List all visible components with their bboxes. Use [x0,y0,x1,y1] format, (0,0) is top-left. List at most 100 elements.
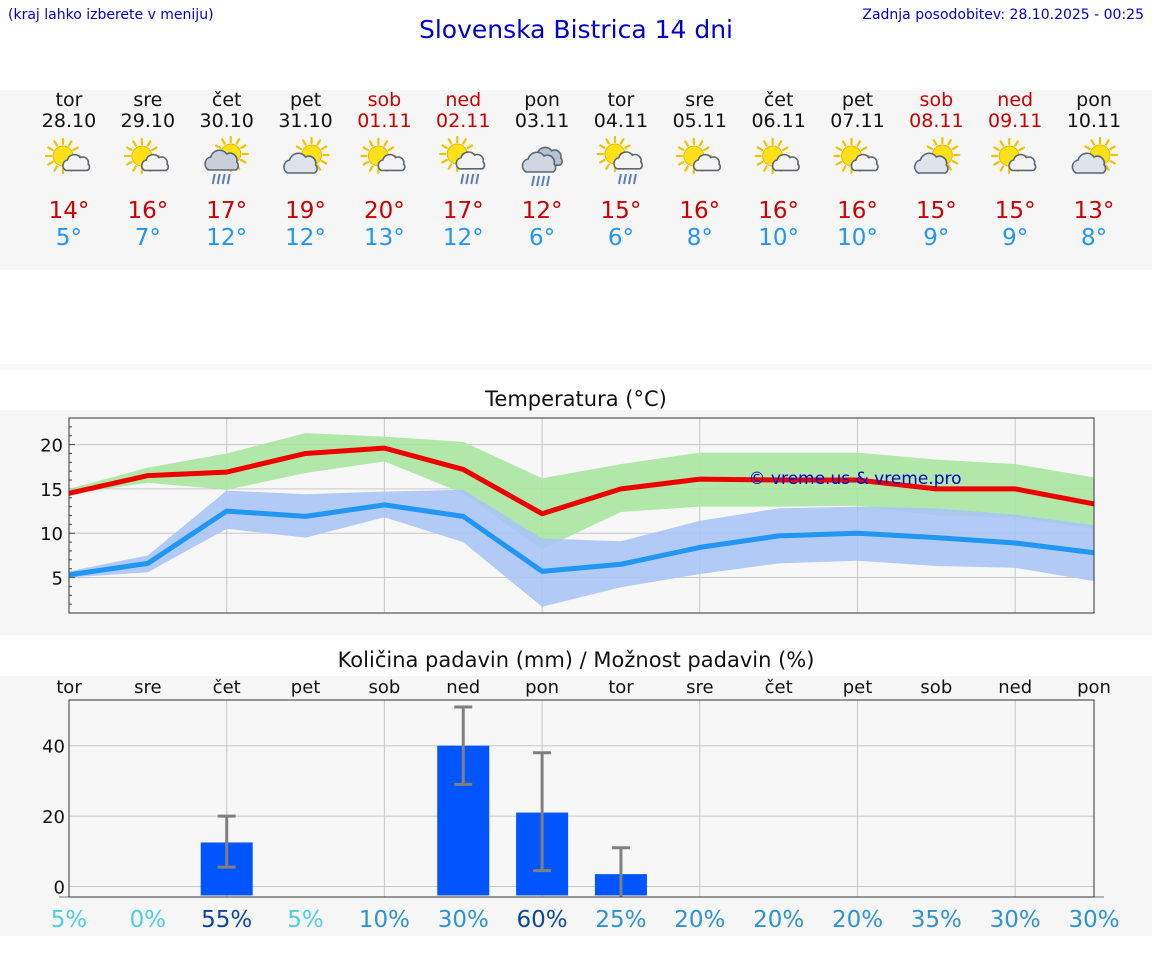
category-label: ned [998,677,1032,698]
day-date: 05.11 [672,110,727,132]
precip-probability: 25% [595,907,646,933]
min-temp: 7° [134,225,161,251]
category-label: sre [134,677,161,698]
day-column: sre 05.11 16° 8° [660,90,740,252]
day-name: sre [133,89,163,111]
temperature-chart-title: Temperatura (°C) [485,387,667,411]
precip-probability: 10% [359,907,410,933]
precip-probability: 5% [51,907,88,933]
day-name: tor [607,89,635,111]
min-temp: 8° [686,225,713,251]
max-temp: 16° [679,198,721,224]
sun-cloud-icon [675,137,722,175]
cloud-sun-icon [914,136,961,174]
max-temp: 13° [1073,198,1115,224]
min-range-band [69,489,1095,607]
day-name: ned [445,89,482,111]
max-temp: 17° [206,198,248,224]
precip-error-bar [454,705,473,786]
cloud-sun-icon [283,136,330,174]
day-date: 10.11 [1066,110,1122,132]
category-label: sob [368,677,400,698]
category-label: sob [920,677,952,698]
sun-cloud-icon [44,137,91,175]
day-date: 31.10 [278,110,333,132]
y-tick-label: 40 [42,737,65,758]
sun-cloud-rain-icon [596,135,643,185]
precip-probability: 20% [832,907,883,933]
day-column: sob 08.11 15° 9° [896,90,976,252]
sun-rain-icon [204,135,249,185]
day-name: sob [367,89,402,111]
max-temp: 16° [127,198,169,224]
day-date: 07.11 [830,110,885,132]
day-date: 30.10 [199,110,254,132]
y-tick-label: 0 [54,877,65,898]
sun-cloud-icon [360,137,406,175]
category-label: tor [608,677,634,698]
min-temp: 9° [1002,225,1029,251]
max-temp: 20° [364,198,405,224]
day-column: sre 29.10 16° 7° [108,90,188,252]
location-hint: (kraj lahko izberete v meniju) [8,7,214,23]
category-label: sre [686,677,713,698]
category-label: pon [525,677,559,698]
day-name: čet [211,89,242,111]
precip-probability: 60% [517,907,568,933]
day-column: pet 07.11 16° 10° [818,90,898,252]
cloud-rain-icon [521,146,563,187]
day-name: čet [763,89,794,111]
max-range-band [69,433,1095,550]
max-temp: 16° [758,198,800,224]
sun-cloud-rain-icon [439,135,486,185]
y-tick-label: 20 [42,807,65,828]
max-temp: 14° [48,198,90,224]
precip-probability: 55% [201,907,252,933]
day-column: čet 06.11 16° 10° [739,90,819,252]
y-tick-label: 15 [40,480,63,501]
max-temp: 15° [600,198,642,224]
section-divider [0,364,1152,370]
day-name: pet [841,89,874,111]
min-temp: 6° [529,225,556,251]
category-label: tor [56,677,82,698]
y-tick-label: 5 [52,569,63,590]
sun-cloud-icon [991,137,1037,175]
day-name: ned [997,89,1034,111]
precip-probability: 35% [911,907,962,933]
day-column: sob 01.11 20° 13° [344,90,424,252]
min-temp: 10° [837,225,878,251]
min-temp: 5° [55,225,83,251]
max-temp: 19° [285,198,326,224]
category-label: pet [291,677,321,698]
plot-frame [68,699,1095,898]
day-date: 08.11 [909,110,964,132]
day-column: pet 31.10 19° 12° [266,90,346,252]
day-name: tor [55,89,83,111]
precip-probability: 5% [287,907,324,933]
daily-forecast-strip [0,90,1152,270]
day-column: tor 04.11 15° 6° [581,90,661,252]
precip-error-bar [533,751,552,873]
day-name: pet [289,89,322,111]
day-date: 02.11 [436,110,491,132]
precip-error-bar [217,814,236,869]
day-column: pon 10.11 13° 8° [1054,90,1134,252]
day-date: 04.11 [593,110,649,132]
day-date: 06.11 [751,110,806,132]
min-temp: 13° [364,225,405,251]
sun-cloud-icon [754,137,800,175]
day-name: sob [919,89,954,111]
precip-probability: 30% [1068,907,1119,933]
min-temp: 6° [607,225,634,251]
day-date: 29.10 [120,110,176,132]
day-column: pon 03.11 12° 6° [502,90,582,252]
day-date: 28.10 [41,110,97,132]
precip-probability: 20% [674,907,725,933]
plot-frame [68,417,1095,614]
sun-cloud-icon [833,137,879,175]
day-column: ned 09.11 15° 9° [975,90,1055,252]
page-title: Slovenska Bistrica 14 dni [418,15,734,44]
